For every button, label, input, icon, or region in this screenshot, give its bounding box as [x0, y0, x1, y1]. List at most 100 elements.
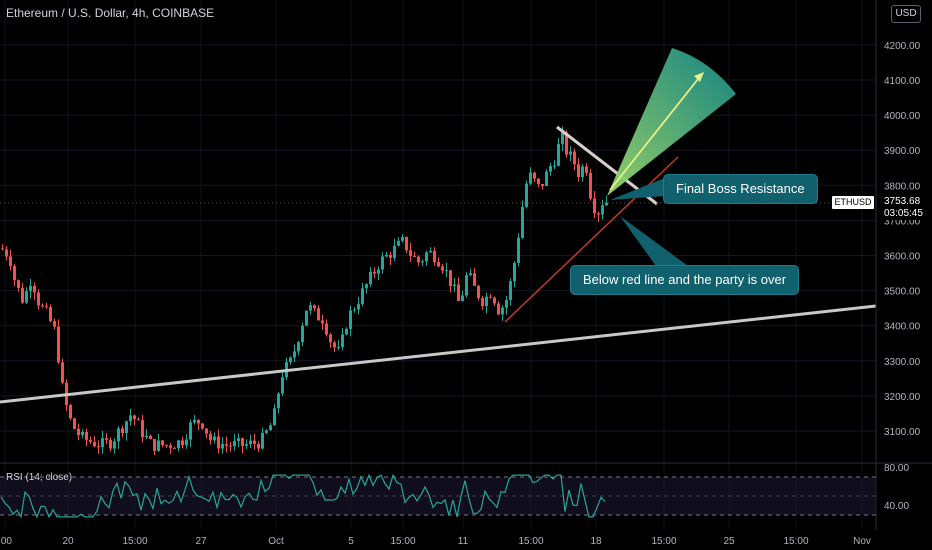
- candle-body: [33, 285, 36, 293]
- candle-body: [533, 172, 536, 179]
- candle-body: [61, 362, 64, 383]
- candle-body: [197, 419, 200, 424]
- candle-body: [457, 284, 460, 302]
- candle-countdown: 03:05:45: [884, 208, 923, 219]
- candle-body: [69, 404, 72, 419]
- support-callout[interactable]: Below red line and the party is over: [570, 265, 800, 295]
- candle-body: [89, 439, 92, 442]
- candle-body: [461, 295, 464, 302]
- candle-body: [593, 198, 596, 214]
- candle-body: [77, 428, 80, 436]
- candle-body: [149, 435, 152, 439]
- candle-body: [353, 309, 356, 311]
- candle-body: [393, 245, 396, 258]
- candle-body: [177, 440, 180, 449]
- price-axis[interactable]: 4200.00 4100.00 4000.00 3900.00 3800.00 3700.…: [884, 41, 921, 438]
- candle-body: [601, 205, 604, 215]
- candle-body: [337, 347, 340, 349]
- candle-body: [605, 202, 608, 206]
- candle-body: [13, 266, 16, 281]
- candle-body: [481, 298, 484, 307]
- candle-body: [509, 281, 512, 300]
- long-term-trendline[interactable]: [0, 304, 877, 404]
- candle-body: [341, 334, 344, 348]
- projection-arrowhead: [694, 72, 704, 82]
- candle-body: [121, 428, 124, 434]
- candle-body: [201, 423, 204, 429]
- projection-arrow: [609, 73, 703, 191]
- candle-body: [1, 248, 4, 250]
- candle-body: [349, 310, 352, 329]
- candle-body: [141, 420, 144, 438]
- candle-body: [49, 307, 52, 322]
- time-tick: 15:00: [651, 536, 676, 547]
- candle-body: [21, 287, 24, 303]
- candle-body: [485, 296, 488, 307]
- price-tick: 4200.00: [884, 41, 921, 52]
- candle-body: [277, 393, 280, 409]
- candle-body: [5, 249, 8, 257]
- candle-body: [373, 271, 376, 274]
- candle-body: [389, 254, 392, 258]
- candle-body: [301, 325, 304, 343]
- candle-body: [589, 172, 592, 199]
- candle-body: [357, 304, 360, 310]
- candle-body: [413, 255, 416, 257]
- candle-body: [569, 151, 572, 155]
- candle-body: [437, 262, 440, 267]
- price-tick: 3600.00: [884, 252, 921, 263]
- candle-body: [17, 280, 20, 288]
- price-tick: 3300.00: [884, 357, 921, 368]
- resistance-callout[interactable]: Final Boss Resistance: [663, 174, 818, 204]
- candle-body: [249, 440, 252, 445]
- candle-body: [137, 419, 140, 421]
- candle-body: [321, 320, 324, 324]
- candle-body: [289, 357, 292, 363]
- rsi-axis[interactable]: 80.00 40.00: [884, 463, 909, 512]
- price-tick: 3700.00: [884, 216, 921, 227]
- candle-body: [189, 422, 192, 440]
- projection-fan[interactable]: [607, 48, 736, 196]
- candle-body: [105, 438, 108, 440]
- candle-body: [497, 303, 500, 315]
- candle-body: [477, 285, 480, 299]
- candle-body: [517, 237, 520, 264]
- price-tick: 4100.00: [884, 76, 921, 87]
- candle-body: [585, 166, 588, 173]
- candle-body: [85, 431, 88, 440]
- candle-body: [545, 171, 548, 186]
- price-tick: 3900.00: [884, 146, 921, 157]
- price-tick: 3500.00: [884, 287, 921, 298]
- rsi-tick: 80.00: [884, 463, 909, 474]
- candle-body: [193, 419, 196, 423]
- candle-body: [445, 270, 448, 272]
- candle-body: [57, 326, 60, 363]
- time-axis[interactable]: :00 20 15:00 27 Oct 5 15:00 11 15:00 18 15:00 25 15:…: [0, 536, 871, 547]
- candle-body: [525, 183, 528, 207]
- last-price-value: 3753.68: [884, 196, 921, 207]
- candle-body: [125, 421, 128, 434]
- candle-body: [169, 445, 172, 448]
- candle-body: [557, 143, 560, 166]
- candle-body: [377, 269, 380, 274]
- candle-body: [9, 256, 12, 267]
- candle-body: [261, 432, 264, 449]
- candle-body: [37, 292, 40, 306]
- candle-body: [493, 297, 496, 304]
- candle-body: [453, 284, 456, 287]
- currency-badge[interactable]: USD: [891, 5, 921, 23]
- rsi-line: [0, 473, 606, 519]
- rsi-label: RSI (14; close): [6, 472, 73, 483]
- candle-body: [313, 305, 316, 309]
- candle-body: [29, 285, 32, 292]
- candle-body: [501, 307, 504, 315]
- candle-body: [209, 433, 212, 441]
- chart-title: Ethereum / U.S. Dollar, 4h, COINBASE: [6, 6, 215, 20]
- candle-body: [333, 342, 336, 348]
- candle-body: [265, 430, 268, 433]
- candle-body: [565, 132, 568, 155]
- candle-body: [325, 323, 328, 335]
- time-tick: :00: [0, 536, 12, 547]
- candle-body: [161, 440, 164, 446]
